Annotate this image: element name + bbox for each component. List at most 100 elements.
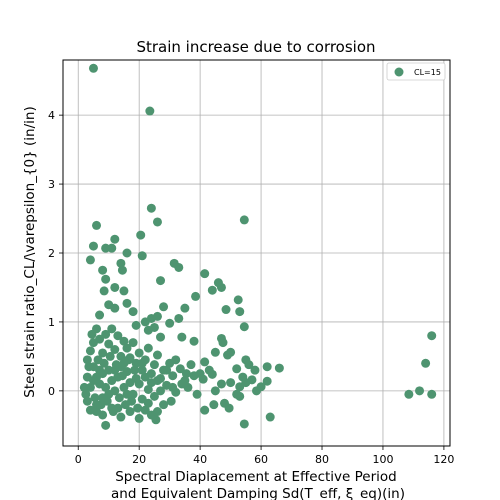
- data-point: [110, 345, 120, 354]
- data-point: [137, 365, 147, 375]
- data-point: [186, 360, 196, 370]
- data-point: [244, 360, 254, 370]
- data-point: [134, 348, 144, 358]
- data-point: [101, 329, 111, 339]
- data-point: [174, 313, 184, 323]
- data-point: [117, 265, 127, 275]
- data-point: [98, 265, 108, 275]
- y-axis-label: Steel strain ratio_CL/\varepsilon_{0} (i…: [22, 106, 38, 397]
- data-point: [82, 355, 92, 365]
- data-point: [104, 339, 114, 349]
- data-point: [133, 403, 143, 413]
- x-tick-label: 120: [433, 453, 454, 466]
- axis-ticks: 0 20 40 60 80 100 120 0 1 2 3 4: [48, 109, 454, 466]
- data-point: [427, 389, 437, 399]
- y-tick-label: 4: [48, 109, 55, 122]
- data-point: [85, 405, 95, 415]
- data-point: [177, 332, 187, 342]
- data-point: [113, 403, 123, 413]
- data-point: [119, 336, 129, 346]
- x-tick-label: 80: [315, 453, 329, 466]
- data-point: [143, 398, 153, 408]
- data-point: [95, 310, 105, 320]
- data-point: [122, 343, 132, 353]
- data-point: [90, 393, 100, 403]
- legend-marker: [394, 67, 404, 77]
- data-point: [177, 379, 187, 389]
- data-point: [119, 382, 129, 392]
- data-point: [114, 393, 124, 403]
- data-point: [99, 286, 109, 296]
- data-point: [101, 382, 111, 392]
- data-point: [239, 419, 249, 429]
- data-point: [233, 295, 243, 305]
- data-point: [415, 386, 425, 396]
- data-point: [92, 400, 102, 410]
- data-point: [116, 351, 126, 361]
- data-point: [159, 400, 169, 410]
- data-point: [116, 258, 126, 268]
- data-points: [79, 63, 437, 430]
- x-tick-label: 100: [372, 453, 393, 466]
- data-point: [189, 371, 199, 381]
- x-tick-label: 60: [254, 453, 268, 466]
- data-point: [175, 364, 185, 374]
- data-point: [101, 274, 111, 284]
- y-tick-label: 2: [48, 247, 55, 260]
- data-point: [146, 203, 156, 213]
- data-point: [140, 405, 150, 415]
- data-point: [134, 413, 144, 423]
- data-point: [239, 322, 249, 332]
- data-point: [235, 382, 245, 392]
- data-point: [238, 372, 248, 382]
- data-point: [216, 379, 226, 389]
- data-point: [156, 386, 166, 396]
- y-tick-label: 3: [48, 178, 55, 191]
- data-point: [105, 351, 115, 361]
- data-point: [207, 285, 217, 295]
- data-point: [122, 389, 132, 399]
- x-tick-label: 0: [75, 453, 82, 466]
- data-point: [95, 365, 105, 375]
- data-point: [262, 362, 272, 372]
- data-point: [136, 230, 146, 240]
- data-point: [85, 255, 95, 265]
- data-point: [198, 374, 208, 384]
- data-point: [189, 336, 199, 346]
- data-point: [127, 396, 137, 406]
- data-point: [110, 234, 120, 244]
- y-tick-label: 0: [48, 385, 55, 398]
- data-point: [143, 384, 153, 394]
- data-point: [92, 220, 102, 230]
- data-point: [122, 248, 132, 258]
- data-point: [110, 282, 120, 292]
- data-point: [232, 364, 242, 374]
- data-point: [421, 358, 431, 368]
- data-point: [145, 106, 155, 116]
- data-point: [110, 365, 120, 375]
- data-point: [110, 303, 120, 313]
- data-point: [98, 348, 108, 358]
- chart-title: Strain increase due to corrosion: [136, 38, 375, 56]
- data-point: [221, 305, 231, 315]
- data-point: [232, 389, 242, 399]
- data-point: [107, 324, 117, 334]
- data-point: [224, 403, 234, 413]
- data-point: [81, 389, 91, 399]
- data-point: [156, 332, 166, 342]
- data-point: [88, 63, 98, 73]
- x-axis-label-line1: Spectral Diaplacement at Effective Perio…: [115, 469, 397, 485]
- y-tick-label: 1: [48, 316, 55, 329]
- data-point: [165, 318, 175, 328]
- data-point: [152, 217, 162, 227]
- x-tick-label: 40: [193, 453, 207, 466]
- data-point: [162, 365, 172, 375]
- data-point: [210, 347, 220, 357]
- data-point: [119, 286, 129, 296]
- data-point: [137, 358, 147, 368]
- grid: [63, 60, 450, 446]
- legend-label: CL=15: [414, 68, 441, 77]
- data-point: [134, 379, 144, 389]
- data-point: [113, 331, 123, 341]
- data-point: [218, 338, 228, 348]
